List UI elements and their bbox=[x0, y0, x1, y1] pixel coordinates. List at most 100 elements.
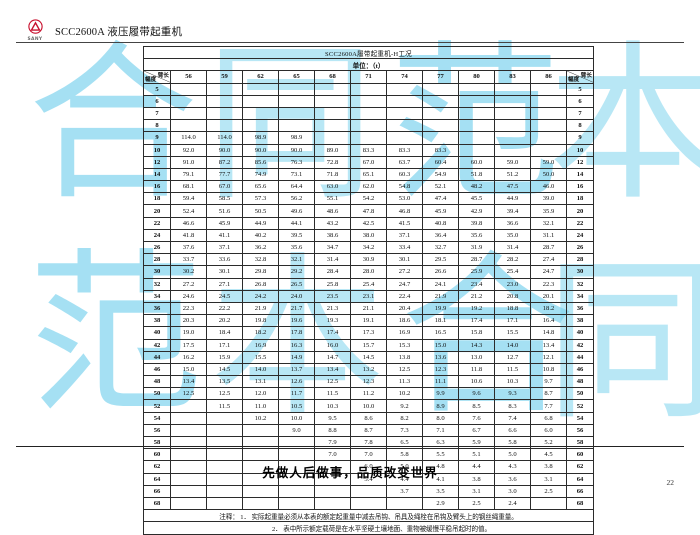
capacity-cell: 11.7 bbox=[278, 387, 315, 401]
capacity-cell: 19.2 bbox=[458, 301, 495, 316]
capacity-cell: 60.3 bbox=[386, 167, 423, 182]
table-row: 30 30.2 30.1 29.8 29.2 28.4 28.0 27.2 26.6 25.9 25… bbox=[143, 265, 594, 279]
capacity-cell: 51.8 bbox=[458, 167, 495, 182]
capacity-cell: 36.6 bbox=[494, 216, 531, 230]
capacity-cell: 2.5 bbox=[458, 496, 495, 511]
row-header-radius-right-22: 22 bbox=[566, 216, 594, 230]
capacity-cell: 28.7 bbox=[530, 240, 567, 255]
capacity-cell: 5.2 bbox=[530, 435, 567, 450]
capacity-cell: 60.0 bbox=[458, 155, 495, 169]
row-header-radius-30: 30 bbox=[143, 265, 171, 279]
capacity-cell: 12.0 bbox=[242, 387, 279, 401]
table-row: 9 114.0 114.0 98.9 98.9 9 bbox=[143, 131, 594, 145]
row-header-radius-right-36: 36 bbox=[566, 301, 594, 316]
table-row: 10 92.0 90.0 90.0 90.0 89.0 83.3 83.3 83.3 10 bbox=[143, 143, 594, 157]
capacity-cell bbox=[458, 94, 495, 108]
capacity-cell bbox=[170, 106, 207, 121]
capacity-cell: 64.4 bbox=[278, 180, 315, 194]
table-row: 18 59.4 58.5 57.3 56.2 55.1 54.2 53.0 47.4 45.5 44… bbox=[143, 192, 594, 206]
capacity-cell: 114.0 bbox=[170, 131, 207, 145]
capacity-cell bbox=[530, 119, 567, 133]
table-unit-label: 单位：（t） bbox=[143, 58, 594, 72]
capacity-cell: 19.3 bbox=[314, 314, 351, 328]
capacity-cell: 3.7 bbox=[386, 484, 423, 498]
capacity-cell: 65.1 bbox=[350, 167, 387, 182]
capacity-cell: 46.6 bbox=[170, 216, 207, 230]
capacity-cell bbox=[278, 484, 315, 498]
capacity-cell bbox=[242, 82, 279, 96]
corner-radius-label-right: 幅度 bbox=[568, 76, 580, 83]
capacity-cell: 13.4 bbox=[314, 362, 351, 377]
row-header-radius-right-66: 66 bbox=[566, 484, 594, 498]
capacity-cell: 11.5 bbox=[314, 387, 351, 401]
capacity-cell: 54.8 bbox=[386, 180, 423, 194]
corner-boom-label: 臂长 bbox=[157, 73, 169, 80]
capacity-cell: 9.0 bbox=[278, 423, 315, 438]
capacity-cell: 14.5 bbox=[350, 350, 387, 364]
capacity-cell: 26.6 bbox=[422, 265, 459, 279]
capacity-cell bbox=[170, 82, 207, 96]
capacity-cell bbox=[494, 119, 531, 133]
capacity-cell bbox=[206, 496, 243, 511]
capacity-cell: 22.3 bbox=[530, 277, 567, 291]
row-header-radius-right-68: 68 bbox=[566, 496, 594, 511]
capacity-cell bbox=[350, 82, 387, 96]
capacity-cell: 19.8 bbox=[242, 314, 279, 328]
table-row: 64 5.4 4.4 4.1 3.8 3.6 3.1 64 bbox=[143, 472, 594, 486]
capacity-cell: 13.1 bbox=[242, 375, 279, 389]
capacity-cell: 14.7 bbox=[314, 350, 351, 364]
row-header-radius-right-16: 16 bbox=[566, 180, 594, 194]
capacity-cell: 30.2 bbox=[170, 265, 207, 279]
capacity-cell: 7.8 bbox=[350, 435, 387, 450]
capacity-cell: 98.9 bbox=[278, 131, 315, 145]
capacity-cell: 13.4 bbox=[170, 375, 207, 389]
capacity-cell: 79.1 bbox=[170, 167, 207, 182]
row-header-radius-right-42: 42 bbox=[566, 338, 594, 352]
table-row: 26 37.6 37.1 36.2 35.6 34.7 34.2 33.4 32.7 31.9 31… bbox=[143, 240, 594, 255]
capacity-cell bbox=[494, 82, 531, 96]
capacity-cell: 22.4 bbox=[386, 289, 423, 303]
capacity-cell: 16.9 bbox=[386, 326, 423, 340]
capacity-cell: 73.1 bbox=[278, 167, 315, 182]
page-title: SCC2600A 液压履带起重机 bbox=[55, 26, 183, 38]
capacity-cell: 4.5 bbox=[530, 448, 567, 462]
capacity-cell: 83.3 bbox=[386, 143, 423, 157]
capacity-cell: 22.2 bbox=[206, 301, 243, 316]
row-header-radius-7: 7 bbox=[143, 106, 171, 121]
capacity-cell bbox=[458, 119, 495, 133]
capacity-cell bbox=[242, 435, 279, 450]
capacity-cell: 52.1 bbox=[422, 180, 459, 194]
capacity-cell: 42.5 bbox=[350, 216, 387, 230]
capacity-cell: 83.3 bbox=[350, 143, 387, 157]
capacity-cell: 14.9 bbox=[278, 350, 315, 364]
capacity-cell: 32.1 bbox=[278, 253, 315, 267]
capacity-cell: 18.1 bbox=[422, 314, 459, 328]
row-header-radius-58: 58 bbox=[143, 435, 171, 450]
capacity-cell bbox=[206, 435, 243, 450]
capacity-cell: 67.0 bbox=[350, 155, 387, 169]
capacity-cell: 22.3 bbox=[170, 301, 207, 316]
capacity-cell: 8.0 bbox=[422, 411, 459, 425]
capacity-cell: 90.0 bbox=[278, 143, 315, 157]
capacity-cell: 12.1 bbox=[530, 350, 567, 364]
column-header-boom-65: 65 bbox=[278, 70, 315, 84]
capacity-cell: 47.8 bbox=[350, 204, 387, 218]
capacity-cell: 76.3 bbox=[278, 155, 315, 169]
capacity-cell: 87.2 bbox=[206, 155, 243, 169]
capacity-cell: 14.3 bbox=[458, 338, 495, 352]
capacity-cell: 91.0 bbox=[170, 155, 207, 169]
capacity-cell bbox=[314, 131, 351, 145]
capacity-cell: 8.9 bbox=[422, 399, 459, 413]
capacity-cell bbox=[170, 399, 207, 413]
capacity-cell: 90.0 bbox=[206, 143, 243, 157]
table-row: 12 91.0 87.2 85.6 76.3 72.8 67.0 63.7 60.4 60.0 59… bbox=[143, 155, 594, 169]
capacity-cell: 52.4 bbox=[170, 204, 207, 218]
row-header-radius-right-6: 6 bbox=[566, 94, 594, 108]
row-header-radius-right-30: 30 bbox=[566, 265, 594, 279]
capacity-cell: 14.0 bbox=[242, 362, 279, 377]
capacity-cell: 39.5 bbox=[278, 228, 315, 243]
row-header-radius-right-12: 12 bbox=[566, 155, 594, 169]
row-header-radius-68: 68 bbox=[143, 496, 171, 511]
table-row: 14 79.1 77.7 74.9 73.1 71.8 65.1 60.3 54.9 51.8 51… bbox=[143, 167, 594, 182]
capacity-cell: 50.0 bbox=[530, 167, 567, 182]
